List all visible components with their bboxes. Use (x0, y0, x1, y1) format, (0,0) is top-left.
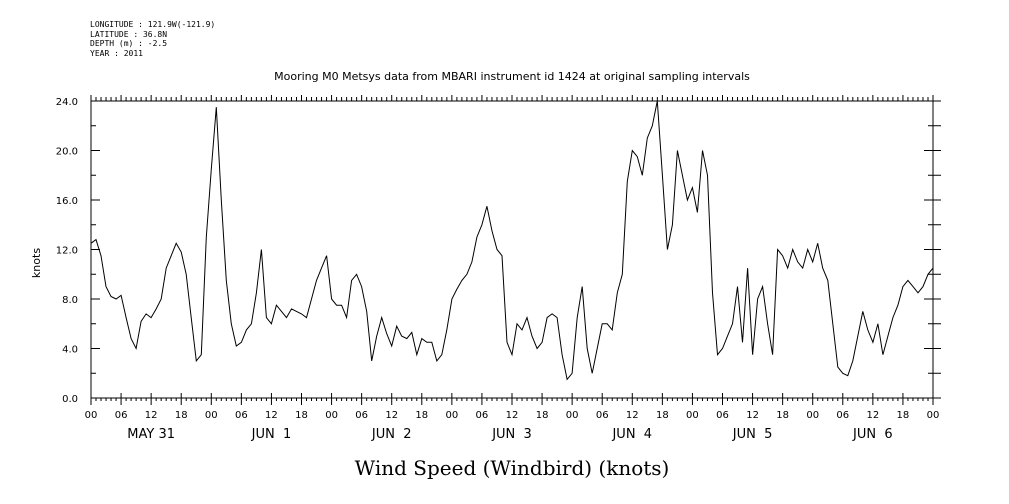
y-tick-label: 8.0 (62, 295, 78, 306)
x-hour-label: 18 (897, 410, 910, 421)
x-hour-label: 06 (235, 410, 248, 421)
x-day-label: JUN 3 (491, 427, 532, 442)
y-axis: 0.0 4.0 8.0 12.0 16.0 20.0 24.0 (56, 97, 941, 405)
longitude-text: LONGITUDE : 121.9W(-121.9) (90, 20, 216, 29)
y-tick-label: 0.0 (62, 394, 78, 405)
x-hour-label: 06 (596, 410, 609, 421)
y-axis-label: knots (30, 248, 43, 278)
y-tick-label: 24.0 (56, 97, 78, 108)
x-hour-label: 06 (836, 410, 849, 421)
x-hour-label: 06 (716, 410, 729, 421)
x-hour-label: 00 (806, 410, 819, 421)
x-hour-label: 12 (145, 410, 158, 421)
x-day-label: JUN 1 (251, 427, 292, 442)
x-hour-label: 18 (776, 410, 789, 421)
x-hour-label: 00 (85, 410, 98, 421)
depth-text: DEPTH (m) : -2.5 (90, 39, 168, 48)
x-hour-label: 18 (295, 410, 308, 421)
x-axis: 00 06 12 18 00 06 12 18 00 06 12 18 00 06 12 18 00 06 12 18… (85, 95, 940, 442)
x-hour-label: 18 (415, 410, 428, 421)
x-hour-label: 12 (866, 410, 879, 421)
y-tick-label: 4.0 (62, 345, 78, 356)
x-hour-label: 18 (536, 410, 549, 421)
x-hour-label: 00 (686, 410, 699, 421)
y-tick-label: 16.0 (56, 196, 78, 207)
x-hour-label: 00 (927, 410, 940, 421)
x-hour-label: 12 (265, 410, 278, 421)
wind-speed-series-line (90, 100, 934, 381)
x-hour-label: 06 (355, 410, 368, 421)
x-axis-label: Wind Speed (Windbird) (knots) (355, 456, 670, 480)
x-hour-label: 18 (656, 410, 669, 421)
x-day-label: JUN 6 (852, 427, 893, 442)
x-hour-label: 06 (476, 410, 489, 421)
x-day-label: MAY 31 (127, 427, 175, 442)
x-hour-label: 12 (626, 410, 639, 421)
latitude-text: LATITUDE : 36.8N (90, 29, 168, 39)
x-hour-label: 12 (746, 410, 759, 421)
x-hour-label: 12 (385, 410, 398, 421)
x-hour-label: 00 (566, 410, 579, 421)
x-hour-label: 00 (445, 410, 458, 421)
x-day-label: JUN 4 (611, 427, 652, 442)
series-group (90, 100, 934, 381)
x-hour-label: 00 (325, 410, 338, 421)
chart-title: Mooring M0 Metsys data from MBARI instru… (274, 70, 750, 83)
x-hour-label: 12 (506, 410, 519, 421)
y-tick-label: 12.0 (56, 246, 78, 257)
year-text: YEAR : 2011 (90, 48, 143, 58)
x-day-label: JUN 2 (371, 427, 412, 442)
metadata-block: LONGITUDE : 121.9W(-121.9) LATITUDE : 36… (90, 20, 215, 58)
x-hour-label: 00 (205, 410, 218, 421)
x-day-label: JUN 5 (732, 427, 773, 442)
x-hour-label: 06 (115, 410, 128, 421)
y-tick-label: 20.0 (56, 147, 78, 158)
x-hour-label: 18 (175, 410, 188, 421)
